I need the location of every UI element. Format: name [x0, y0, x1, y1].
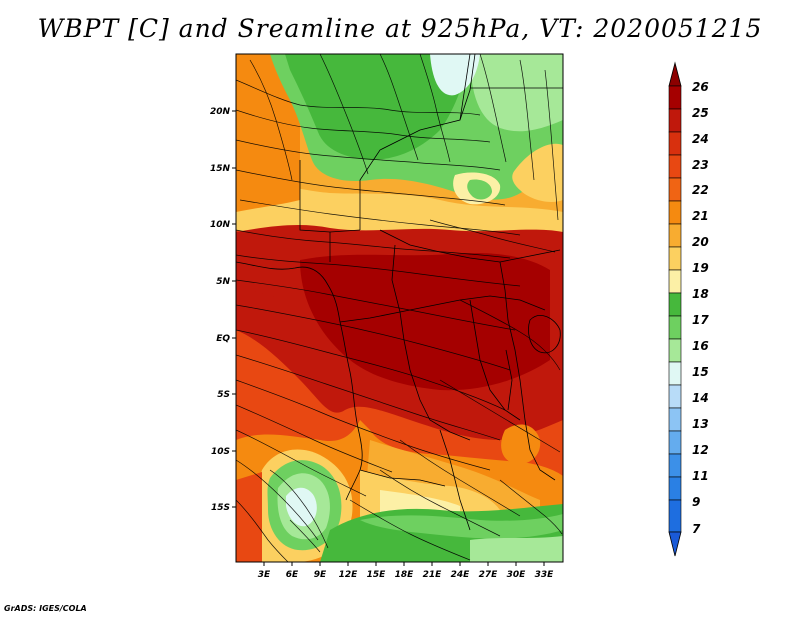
- lon-axis: 3E 6E 9E 12E 15E 18E 21E 24E 27E 30E 33E: [258, 562, 554, 580]
- lon-tick: 12E: [339, 562, 359, 580]
- lat-tick-label: 10S: [211, 447, 230, 457]
- grads-credit: GrADS: IGES/COLA: [4, 604, 87, 613]
- colorbar-top-arrow: [668, 61, 682, 87]
- lon-tick-label: 3E: [258, 570, 271, 580]
- lat-tick: 10N: [210, 220, 236, 230]
- lat-tick-label: 20N: [210, 107, 231, 117]
- lat-tick-label: 5N: [216, 277, 230, 287]
- colorbar-label: 18: [692, 287, 709, 301]
- lon-tick: 27E: [479, 562, 499, 580]
- colorbar-swatch: [668, 292, 682, 317]
- lon-tick: 33E: [535, 562, 555, 580]
- lon-tick-label: 9E: [314, 570, 327, 580]
- colorbar-swatch: [668, 177, 682, 202]
- colorbar-swatch: [668, 361, 682, 386]
- colorbar-swatch: [668, 338, 682, 363]
- colorbar-label: 11: [692, 469, 709, 483]
- lat-axis: 20N 15N 10N 5N EQ 5S 10S 15S: [210, 107, 236, 513]
- lon-tick-label: 6E: [286, 570, 299, 580]
- lon-tick: 15E: [367, 562, 387, 580]
- colorbar: 26 25 24 23 22 21 20 19 18 17 16 15 14 1…: [668, 61, 709, 557]
- lon-tick: 30E: [507, 562, 527, 580]
- colorbar-label: 26: [692, 80, 709, 94]
- lat-tick-label: 15N: [210, 164, 231, 174]
- colorbar-label: 21: [692, 209, 709, 223]
- lon-tick-label: 12E: [339, 570, 359, 580]
- lat-tick: 5N: [216, 277, 236, 287]
- lon-tick-label: 15E: [367, 570, 387, 580]
- colorbar-bottom-arrow: [668, 531, 682, 557]
- colorbar-swatch: [668, 154, 682, 179]
- colorbar-swatch: [668, 453, 682, 478]
- lon-tick-label: 33E: [535, 570, 555, 580]
- colorbar-label: 14: [692, 391, 709, 405]
- colorbar-swatch: [668, 269, 682, 294]
- colorbar-swatch: [668, 200, 682, 225]
- lat-tick: 10S: [211, 447, 236, 457]
- lat-tick-label: 15S: [211, 503, 230, 513]
- colorbar-label: 16: [692, 339, 709, 353]
- colorbar-label: 22: [692, 183, 709, 197]
- wbpt-field: [236, 54, 563, 562]
- lon-tick: 21E: [423, 562, 443, 580]
- colorbar-label: 19: [692, 261, 709, 275]
- lat-tick: EQ: [216, 334, 236, 344]
- lon-tick-label: 18E: [395, 570, 415, 580]
- colorbar-label: 24: [692, 132, 709, 146]
- colorbar-swatch: [668, 85, 682, 110]
- colorbar-swatch: [668, 476, 682, 501]
- colorbar-label: 25: [692, 106, 709, 120]
- lon-tick: 9E: [314, 562, 327, 580]
- chart-title: WBPT [C] and Sreamline at 925hPa, VT: 20…: [37, 14, 763, 43]
- lat-tick-label: 5S: [217, 390, 230, 400]
- lat-tick: 20N: [210, 107, 236, 117]
- colorbar-label: 17: [692, 313, 709, 327]
- lon-tick-label: 27E: [479, 570, 499, 580]
- colorbar-swatch: [668, 430, 682, 455]
- colorbar-label: 9: [692, 495, 700, 509]
- colorbar-swatch: [668, 384, 682, 409]
- lon-tick-label: 30E: [507, 570, 527, 580]
- map-frame: [235, 53, 564, 563]
- colorbar-swatch: [668, 246, 682, 271]
- colorbar-label: 20: [692, 235, 709, 249]
- lat-tick-label: 10N: [210, 220, 231, 230]
- colorbar-label: 13: [692, 417, 709, 431]
- lat-tick: 5S: [217, 390, 236, 400]
- colorbar-label: 12: [692, 443, 709, 457]
- colorbar-swatch: [668, 499, 682, 533]
- lon-tick-label: 21E: [423, 570, 443, 580]
- colorbar-label: 23: [692, 158, 709, 172]
- lon-tick: 24E: [451, 562, 471, 580]
- lat-tick: 15N: [210, 164, 236, 174]
- colorbar-label: 15: [692, 365, 709, 379]
- lon-tick: 3E: [258, 562, 271, 580]
- colorbar-swatch: [668, 108, 682, 133]
- lon-tick: 18E: [395, 562, 415, 580]
- lon-tick: 6E: [286, 562, 299, 580]
- colorbar-swatch: [668, 315, 682, 340]
- lat-tick: 15S: [211, 503, 236, 513]
- colorbar-swatch: [668, 131, 682, 156]
- colorbar-swatch: [668, 407, 682, 432]
- lat-tick-label: EQ: [216, 334, 230, 344]
- colorbar-label: 7: [692, 522, 701, 536]
- lon-tick-label: 24E: [451, 570, 471, 580]
- colorbar-swatch: [668, 223, 682, 248]
